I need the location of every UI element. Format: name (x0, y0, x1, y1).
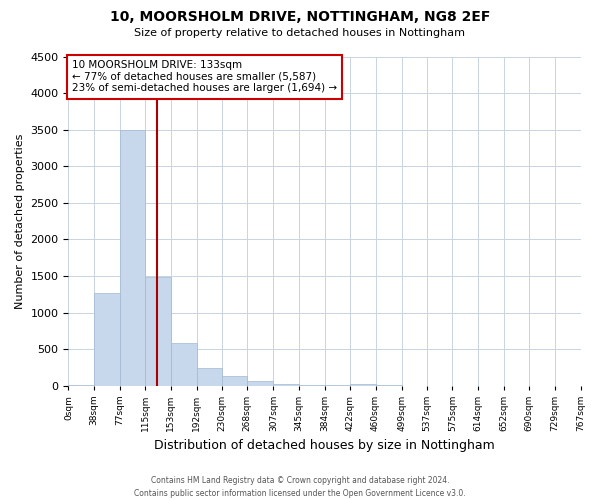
Bar (170, 344, 197, 386)
Bar (222, 376, 247, 386)
Bar (350, 384, 376, 386)
X-axis label: Distribution of detached houses by size in Nottingham: Distribution of detached houses by size … (154, 440, 495, 452)
Y-axis label: Number of detached properties: Number of detached properties (15, 134, 25, 309)
Bar (145, 278, 170, 386)
Bar (274, 384, 299, 386)
Bar (68, 384, 94, 386)
Bar (94, 293, 120, 386)
Text: Size of property relative to detached houses in Nottingham: Size of property relative to detached ho… (134, 28, 466, 38)
Bar (247, 380, 274, 386)
Text: 10, MOORSHOLM DRIVE, NOTTINGHAM, NG8 2EF: 10, MOORSHOLM DRIVE, NOTTINGHAM, NG8 2EF (110, 10, 490, 24)
Bar (299, 385, 325, 386)
Text: 10 MOORSHOLM DRIVE: 133sqm
← 77% of detached houses are smaller (5,587)
23% of s: 10 MOORSHOLM DRIVE: 133sqm ← 77% of deta… (72, 60, 337, 94)
Text: Contains HM Land Registry data © Crown copyright and database right 2024.
Contai: Contains HM Land Registry data © Crown c… (134, 476, 466, 498)
Bar (197, 368, 222, 386)
Bar (120, 130, 145, 386)
